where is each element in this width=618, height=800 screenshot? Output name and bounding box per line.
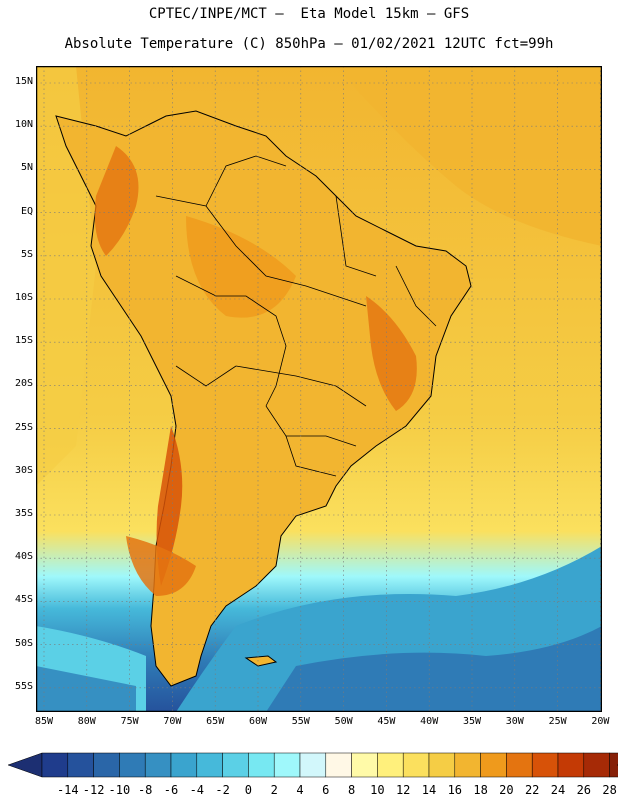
lat-tick-label: 5S [20, 248, 33, 260]
lat-tick-label: 25S [14, 421, 33, 433]
lon-tick-label: 25W [548, 716, 567, 727]
lon-tick-label: 80W [77, 716, 96, 727]
colorbar-swatch [428, 752, 456, 778]
amazon-warm [186, 216, 296, 318]
lat-tick-label: 55S [14, 680, 33, 692]
lat-tick-label: 35S [14, 508, 33, 519]
andes-hot-north [94, 146, 139, 256]
colorbar-swatch [531, 752, 559, 778]
colorbar-swatch [583, 752, 610, 778]
colorbar-tick-label: -14 [56, 783, 79, 797]
colorbar-tick-label: 2 [270, 783, 278, 797]
colorbar-tick-label: -8 [137, 783, 153, 797]
colorbar-tick-label: 8 [347, 783, 356, 797]
colorbar-swatch [299, 752, 327, 778]
colorbar-tick-label: 16 [447, 783, 463, 797]
colorbar-tick-label: 6 [322, 783, 330, 797]
lat-tick-label: 20S [14, 378, 33, 390]
lat-tick-label: EQ [20, 205, 33, 217]
colorbar-swatch [454, 752, 481, 778]
lon-tick-label: 75W [120, 716, 139, 727]
falkland-islands [244, 655, 278, 667]
colorbar-swatch [67, 752, 94, 778]
colorbar-tick-label: 14 [421, 783, 437, 797]
lat-tick-label: 5N [20, 162, 33, 174]
colorbar-tick-label: 10 [370, 783, 385, 797]
lon-tick-label: 60W [248, 716, 268, 727]
lon-tick-label: 65W [206, 716, 225, 727]
temperature-map [36, 66, 602, 712]
andes-hot-south [156, 426, 183, 586]
lon-tick-label: 50W [334, 716, 353, 727]
lon-tick-label: 30W [505, 716, 524, 727]
colorbar-swatch [170, 752, 198, 778]
colorbar-tick-label: 28 [602, 783, 617, 797]
colorbar-swatch [402, 752, 430, 778]
colorbar-swatch [506, 752, 533, 778]
colder-water-pacific [36, 666, 136, 712]
colorbar-swatch [273, 752, 301, 778]
colorbar-tick-label: -6 [163, 783, 179, 797]
colorbar-underflow-arrow [8, 752, 43, 778]
colorbar-swatch [325, 752, 352, 778]
colorbar-tick-label: -12 [82, 783, 105, 797]
chart-title: CPTEC/INPE/MCT — Eta Model 15km — GFS [148, 6, 470, 22]
lat-tick-label: 15S [14, 335, 33, 347]
colorbar-swatch [609, 752, 618, 778]
colorbar-tick-label: 0 [244, 783, 252, 797]
colorbar-tick-label: 20 [499, 783, 514, 797]
colorbar-swatch [144, 752, 172, 778]
colorbar-tick-label: 12 [395, 783, 411, 797]
colorbar-swatch [196, 752, 223, 778]
hot-region-brazil [366, 296, 417, 411]
colorbar [8, 752, 618, 778]
lon-tick-label: 35W [462, 716, 482, 727]
chart-subtitle: Absolute Temperature (C) 850hPa — 01/02/… [64, 36, 554, 52]
lon-tick-label: 20W [591, 716, 610, 727]
lon-tick-label: 55W [291, 716, 310, 727]
colorbar-tick-label: -4 [189, 783, 205, 797]
lat-tick-label: 15N [14, 76, 33, 87]
colorbar-tick-label: 24 [550, 783, 566, 797]
lon-tick-label: 40W [420, 716, 439, 727]
colorbar-tick-label: -2 [215, 783, 230, 797]
lon-tick-label: 85W [34, 716, 54, 727]
lat-tick-label: 10N [14, 119, 33, 131]
colorbar-swatch [377, 752, 404, 778]
lat-tick-label: 40S [14, 551, 33, 563]
colorbar-swatch [351, 752, 378, 778]
lon-tick-label: 70W [163, 716, 182, 727]
colorbar-tick-label: -10 [108, 783, 131, 797]
colorbar-tick-label: 18 [473, 783, 488, 797]
colorbar-tick-label: 22 [524, 783, 540, 797]
colorbar-swatch [222, 752, 249, 778]
map-frame [36, 66, 602, 712]
lon-tick-label: 45W [377, 716, 396, 727]
colorbar-swatch [248, 752, 275, 778]
colorbar-swatch [41, 752, 69, 778]
colorbar-swatch [119, 752, 146, 778]
colorbar-swatch [557, 752, 585, 778]
colorbar-swatch [93, 752, 120, 778]
colorbar-tick-label: 4 [296, 783, 304, 797]
patagonia-warm [126, 536, 196, 596]
colorbar-swatch [480, 752, 507, 778]
colder-water-south [266, 626, 602, 712]
map-panel [36, 66, 602, 712]
lat-tick-label: 45S [14, 594, 33, 606]
lat-tick-label: 30S [14, 464, 33, 476]
warm-atlantic-band [336, 66, 602, 246]
colorbar-tick-label: 26 [576, 783, 592, 797]
lat-tick-label: 10S [14, 292, 33, 303]
lat-tick-label: 50S [14, 637, 33, 649]
